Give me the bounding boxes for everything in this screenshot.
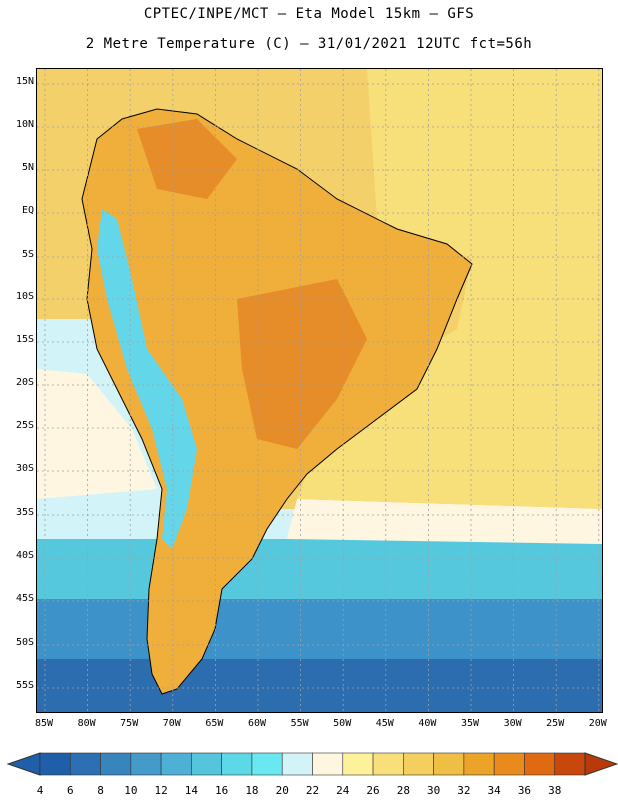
- colorbar-tick-label: 24: [336, 784, 350, 797]
- colorbar: [6, 752, 618, 776]
- colorbar-tick-label: 20: [275, 784, 289, 797]
- lat-label: 15S: [15, 334, 34, 345]
- lat-label: 10S: [15, 291, 34, 302]
- lon-label: 45W: [375, 718, 394, 729]
- colorbar-tick-label: 32: [457, 784, 471, 797]
- colorbar-tick-label: 38: [548, 784, 562, 797]
- colorbar-box: [493, 752, 525, 776]
- colorbar-arrow-low: [6, 752, 41, 776]
- colorbar-box: [69, 752, 101, 776]
- title-line-2: 2 Metre Temperature (C) — 31/01/2021 12U…: [85, 36, 533, 52]
- lat-label: 45S: [15, 593, 34, 604]
- lon-label: 60W: [247, 718, 267, 729]
- colorbar-tick-label: 16: [215, 784, 229, 797]
- lat-label: 5S: [21, 249, 34, 260]
- colorbar-box: [433, 752, 465, 776]
- colorbar-box: [100, 752, 132, 776]
- lon-label: 20W: [588, 718, 607, 729]
- lat-label: 15N: [15, 76, 34, 87]
- lat-label: 40S: [15, 550, 34, 561]
- lat-label: 50S: [15, 637, 34, 648]
- lat-label: 5N: [21, 162, 34, 173]
- lon-label: 85W: [34, 718, 54, 729]
- colorbar-box: [403, 752, 434, 776]
- lon-label: 65W: [205, 718, 224, 729]
- colorbar-box: [281, 752, 313, 776]
- lon-label: 50W: [333, 718, 352, 729]
- colorbar-box: [160, 752, 192, 776]
- colorbar-tick-label: 36: [517, 784, 532, 797]
- lat-label: 55S: [15, 680, 34, 691]
- colorbar-box: [39, 752, 71, 776]
- colorbar-tick-label: 10: [124, 784, 138, 797]
- colorbar-tick-label: 26: [366, 784, 380, 797]
- colorbar-tick-label: 34: [487, 784, 501, 797]
- lat-label: 30S: [15, 463, 34, 474]
- colorbar-box: [312, 752, 344, 776]
- lon-label: 75W: [120, 718, 139, 729]
- temperature-map: [37, 69, 602, 712]
- colorbar-box: [191, 752, 222, 776]
- lon-label: 70W: [162, 718, 181, 729]
- hot-interior-zone: [237, 279, 367, 449]
- title-line-1: CPTEC/INPE/MCT — Eta Model 15km — GFS: [143, 6, 475, 22]
- lat-label: 25S: [15, 420, 34, 431]
- colorbar-tick-label: 6: [66, 784, 74, 797]
- ocean-band-deep: [37, 659, 602, 712]
- colorbar-box: [463, 752, 495, 776]
- hot-north-zone: [137, 119, 237, 199]
- colorbar-box: [251, 752, 283, 776]
- lon-label: 40W: [418, 718, 437, 729]
- colorbar-arrow-high: [584, 752, 618, 776]
- colorbar-box: [342, 752, 374, 776]
- colorbar-tick-label: 28: [396, 784, 410, 797]
- lon-label: 55W: [290, 718, 309, 729]
- ocean-band-cream: [287, 499, 602, 544]
- colorbar-tick-label: 4: [36, 784, 44, 797]
- colorbar-tick-label: 14: [184, 784, 198, 797]
- colorbar-tick-label: 30: [426, 784, 441, 797]
- lon-label: 25W: [546, 718, 565, 729]
- lat-label: 35S: [15, 507, 34, 518]
- colorbar-tick-label: 22: [305, 784, 320, 797]
- colorbar-tick-label: 8: [97, 784, 104, 797]
- lon-label: 80W: [77, 718, 96, 729]
- colorbar-tick-label: 18: [245, 784, 259, 797]
- colorbar-box: [130, 752, 162, 776]
- colorbar-box: [524, 752, 556, 776]
- lon-label: 35W: [460, 718, 480, 729]
- lat-label: EQ: [21, 205, 34, 216]
- lat-label: 20S: [15, 377, 34, 388]
- colorbar-box: [372, 752, 404, 776]
- colorbar-box: [554, 752, 586, 776]
- lat-label: 10N: [15, 119, 34, 130]
- colorbar-box: [221, 752, 253, 776]
- colorbar-tick-label: 12: [154, 784, 168, 797]
- lon-label: 30W: [503, 718, 522, 729]
- pacific-cream-zone: [37, 369, 157, 499]
- andes-cold-strip: [97, 209, 197, 549]
- map-panel: [36, 68, 603, 713]
